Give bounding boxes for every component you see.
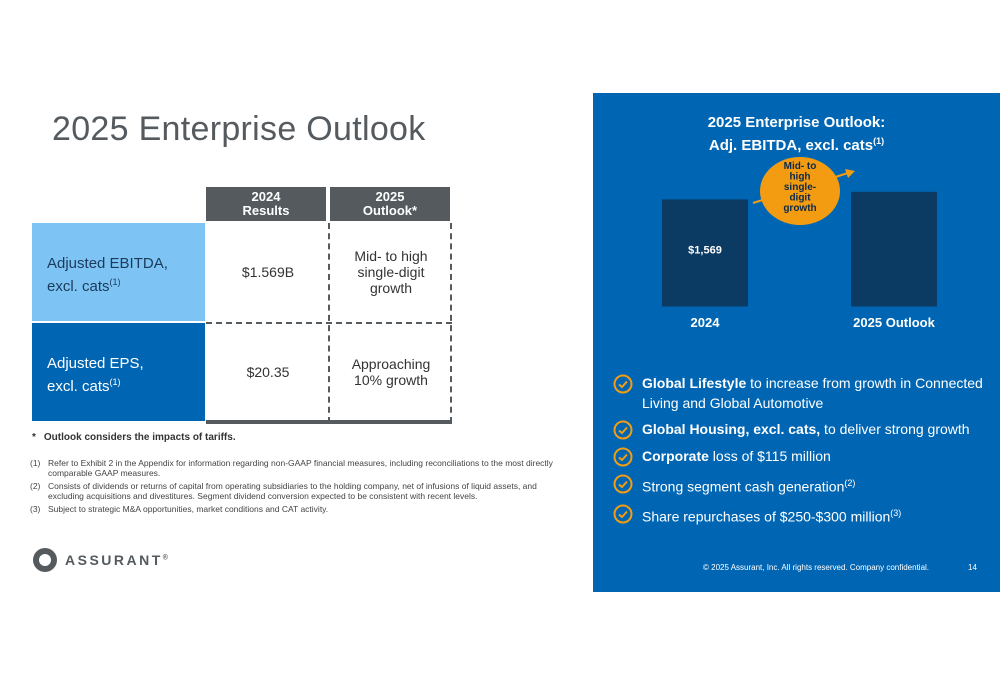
check-circle-icon [613, 504, 633, 524]
table-row-eps: Adjusted EPS, excl. cats(1) $20.35 Appro… [32, 323, 452, 421]
page-title: 2025 Enterprise Outlook [52, 110, 426, 148]
x-tick-label: 2025 Outlook [853, 315, 935, 330]
growth-badge-text: digit [789, 193, 811, 204]
footnote: (2) Consists of dividends or returns of c… [30, 481, 537, 501]
bullet-share-repurchases: Share repurchases of $250-$300 million(3… [613, 503, 993, 527]
assurant-logo: ASSURANT® [33, 548, 170, 572]
growth-badge-text: high [789, 172, 810, 183]
bullet-cash-generation: Strong segment cash generation(2) [613, 473, 993, 497]
bullet-global-housing: Global Housing, excl. cats, to deliver s… [613, 419, 993, 440]
row-divider [206, 322, 452, 324]
table-bottom-rule [206, 420, 452, 424]
check-circle-icon [613, 374, 633, 394]
assurant-logo-icon [33, 548, 57, 572]
growth-arrow-head [845, 169, 855, 178]
page-number: 14 [968, 563, 977, 572]
logo-text: ASSURANT® [65, 552, 171, 568]
bullet-corporate: Corporate loss of $115 million [613, 446, 993, 467]
bullet-global-lifestyle: Global Lifestyle to increase from growth… [613, 373, 993, 413]
growth-badge-text: single- [784, 182, 816, 193]
header-2025-outlook: 2025 Outlook* [330, 187, 450, 221]
outlook-panel: 2025 Enterprise Outlook: Adj. EBITDA, ex… [593, 93, 1000, 592]
ebitda-outlook: Mid- to high single-digit growth [354, 248, 428, 296]
check-circle-icon [613, 420, 633, 440]
data-label: $1,569 [688, 244, 722, 256]
footnote: (3) Subject to strategic M&A opportunitie… [30, 504, 329, 514]
bar-2024 [662, 199, 748, 307]
check-circle-icon [613, 447, 633, 467]
growth-badge [760, 157, 840, 225]
chart-title: 2025 Enterprise Outlook: Adj. EBITDA, ex… [707, 114, 886, 154]
row-label-ebitda: Adjusted EBITDA, excl. cats(1) [32, 223, 205, 321]
row-label-eps: Adjusted EPS, excl. cats(1) [32, 323, 205, 421]
check-circle-icon [613, 474, 633, 494]
bar-2025-outlook [851, 191, 937, 307]
footnote: (1) Refer to Exhibit 2 in the Appendix fo… [30, 458, 553, 478]
footnotes: (1) Refer to Exhibit 2 in the Appendix fo… [30, 458, 570, 517]
outlook-note: * Outlook considers the impacts of tariff… [32, 432, 236, 443]
outlook-table: 2024 Results 2025 Outlook* Adjusted EBITDA… [32, 187, 452, 425]
growth-badge-text: Mid- to [784, 161, 817, 172]
growth-badge-text: growth [783, 203, 816, 214]
x-tick-label: 2024 [691, 315, 721, 330]
ebitda-result: $1.569B [241, 264, 295, 280]
table-row-ebitda: Adjusted EBITDA, excl. cats(1) $1.569B M… [32, 223, 452, 321]
header-2024-results: 2024 Results [206, 187, 326, 221]
eps-outlook: Approaching 10% growth [351, 356, 431, 388]
outlook-bullets: Global Lifestyle to increase from growth… [613, 373, 993, 532]
ebitda-bar-chart: 2024 $1,569 2025 Outlook Mid- tohighsingle-… [593, 157, 1000, 330]
copyright: © 2025 Assurant, Inc. All rights reserve… [703, 563, 930, 572]
eps-result: $20.35 [246, 364, 290, 380]
